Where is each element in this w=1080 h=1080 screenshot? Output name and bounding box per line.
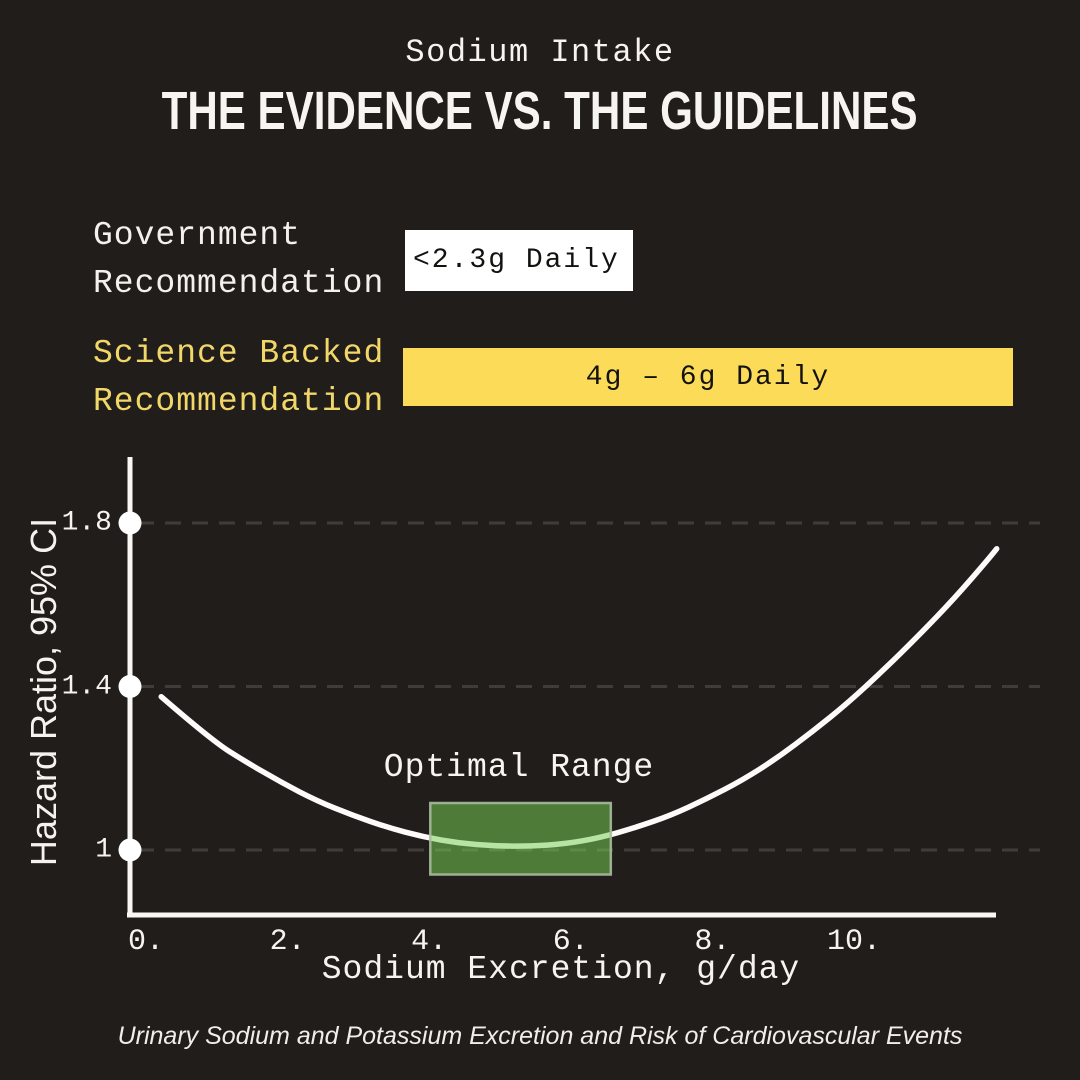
y-tick-dot-1 <box>118 838 142 862</box>
science-recommendation-value: 4g – 6g Daily <box>585 361 831 393</box>
y-tick-label-1.4: 1.4 <box>61 671 112 702</box>
x-tick-label-10: 10. <box>826 925 882 959</box>
hazard-ratio-curve <box>158 546 1000 849</box>
page-subtitle: Sodium Intake <box>405 34 675 71</box>
x-tick-label-8: 8. <box>694 925 731 959</box>
source-citation: Urinary Sodium and Potassium Excretion a… <box>117 1022 963 1050</box>
optimal-range-label: Optimal Range <box>383 749 655 786</box>
page-title: THE EVIDENCE VS. THE GUIDELINES <box>162 81 918 141</box>
x-tick-label-2: 2. <box>269 925 306 959</box>
y-tick-label-1.8: 1.8 <box>61 507 112 539</box>
science-label-line2: Recommendation <box>93 383 385 420</box>
government-recommendation-label: Government Recommendation <box>93 212 384 308</box>
government-label-line1: Government <box>93 217 302 254</box>
science-recommendation-label: Science Backed Recommendation <box>93 330 384 426</box>
government-label-line2: Recommendation <box>93 265 385 302</box>
optimal-range-box <box>429 801 613 876</box>
x-tick-label-6: 6. <box>552 925 589 959</box>
y-tick-dot-1.8 <box>118 511 142 535</box>
x-tick-label-0: 0. <box>127 925 165 959</box>
y-tick-label-1: 1 <box>95 834 112 866</box>
science-label-line1: Science Backed <box>93 335 385 372</box>
y-tick-dot-1.4 <box>118 675 142 698</box>
government-recommendation-value: <2.3g Daily <box>413 245 620 276</box>
science-recommendation-value-bar: 4g – 6g Daily <box>403 348 1013 406</box>
page-title-wrap: THE EVIDENCE VS. THE GUIDELINES <box>0 80 1080 142</box>
government-recommendation-value-box: <2.3g Daily <box>405 230 633 291</box>
x-axis-title: Sodium Excretion, g/day <box>321 951 801 988</box>
x-tick-label-4: 4. <box>411 925 448 959</box>
